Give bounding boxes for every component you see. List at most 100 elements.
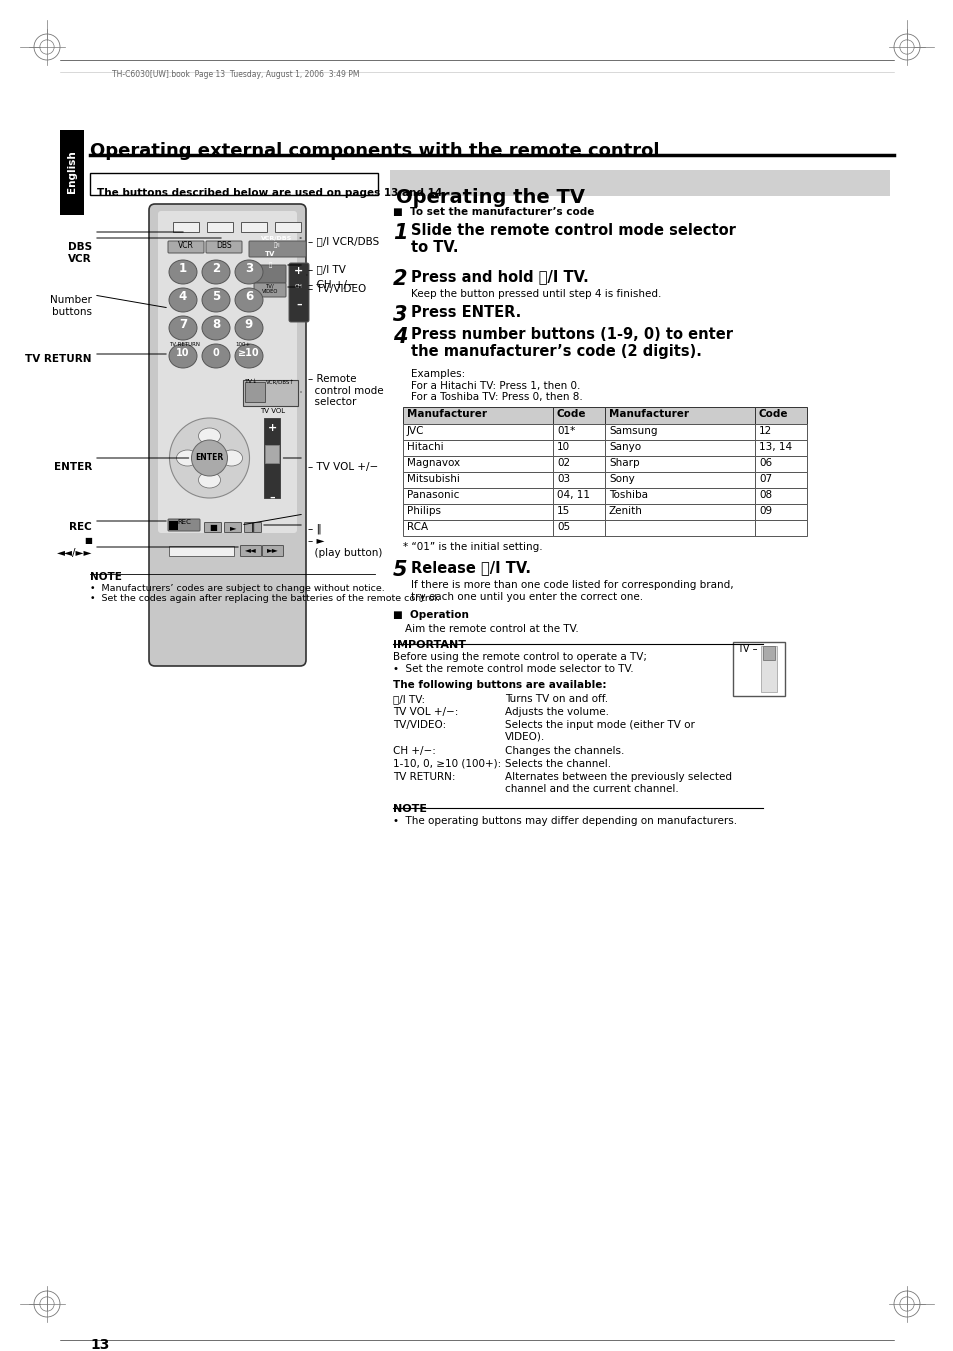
Text: ■  To set the manufacturer’s code: ■ To set the manufacturer’s code <box>393 207 594 218</box>
Text: Philips: Philips <box>407 507 440 516</box>
Text: Operating the TV: Operating the TV <box>395 188 584 207</box>
Ellipse shape <box>234 316 263 340</box>
Bar <box>754 424 806 440</box>
Text: 4: 4 <box>178 290 187 304</box>
Bar <box>754 520 806 536</box>
Text: TV: TV <box>265 251 274 257</box>
Text: 4: 4 <box>393 327 407 347</box>
Text: TV/VIDEO:: TV/VIDEO: <box>393 720 446 730</box>
Text: 15: 15 <box>557 507 570 516</box>
Text: Zenith: Zenith <box>608 507 642 516</box>
FancyBboxPatch shape <box>168 519 200 531</box>
Text: 2: 2 <box>393 269 407 289</box>
Text: VCR/DBS↑: VCR/DBS↑ <box>266 380 294 384</box>
Text: NOTE: NOTE <box>90 571 122 582</box>
Text: The following buttons are available:: The following buttons are available: <box>393 680 606 690</box>
Ellipse shape <box>202 316 230 340</box>
Text: DBS: DBS <box>216 240 232 250</box>
Ellipse shape <box>202 345 230 367</box>
Text: –: – <box>295 300 301 309</box>
Text: Release ⏻/I TV.: Release ⏻/I TV. <box>411 561 531 576</box>
FancyBboxPatch shape <box>289 263 309 322</box>
Ellipse shape <box>202 259 230 284</box>
Bar <box>60 130 84 215</box>
Bar <box>754 457 806 471</box>
FancyBboxPatch shape <box>224 523 241 532</box>
Text: Adjusts the volume.: Adjusts the volume. <box>504 707 608 717</box>
Text: – TV VOL +/−: – TV VOL +/− <box>308 462 377 471</box>
Text: IMPORTANT: IMPORTANT <box>393 640 465 650</box>
Bar <box>604 520 754 536</box>
Bar <box>390 170 889 196</box>
Text: CH: CH <box>294 284 303 289</box>
Text: Slide the remote control mode selector
to TV.: Slide the remote control mode selector t… <box>411 223 735 255</box>
Text: – ‖: – ‖ <box>308 524 321 535</box>
Circle shape <box>192 440 227 476</box>
Text: RCA: RCA <box>407 521 428 532</box>
Text: Before using the remote control to operate a TV;: Before using the remote control to opera… <box>393 653 646 662</box>
Bar <box>169 521 178 530</box>
Text: Aim the remote control at the TV.: Aim the remote control at the TV. <box>405 624 578 634</box>
Bar <box>762 646 774 661</box>
Text: 10: 10 <box>176 349 190 358</box>
Text: Number
buttons: Number buttons <box>51 295 91 316</box>
Text: 5: 5 <box>393 561 407 580</box>
Text: Magnavox: Magnavox <box>407 458 459 467</box>
Text: – ⏻/I VCR/DBS: – ⏻/I VCR/DBS <box>308 236 379 246</box>
Text: 7: 7 <box>179 319 187 331</box>
Bar <box>402 407 553 424</box>
Text: 03: 03 <box>557 474 570 484</box>
Text: Sharp: Sharp <box>608 458 639 467</box>
Bar <box>604 488 754 504</box>
Text: REC: REC <box>70 521 91 532</box>
Text: –: – <box>270 493 275 503</box>
Text: Press and hold ⏻/I TV.: Press and hold ⏻/I TV. <box>411 269 588 284</box>
Ellipse shape <box>234 259 263 284</box>
Text: 3: 3 <box>245 262 253 276</box>
Ellipse shape <box>169 345 196 367</box>
Bar <box>553 504 604 520</box>
Text: •  Set the remote control mode selector to TV.: • Set the remote control mode selector t… <box>393 663 633 674</box>
FancyBboxPatch shape <box>168 240 204 253</box>
Text: •  The operating buttons may differ depending on manufacturers.: • The operating buttons may differ depen… <box>393 816 737 825</box>
Text: ENTER: ENTER <box>195 454 223 462</box>
Bar <box>604 471 754 488</box>
Bar <box>604 440 754 457</box>
Bar <box>402 471 553 488</box>
Text: 07: 07 <box>759 474 771 484</box>
Bar <box>553 424 604 440</box>
Text: ⏻/I: ⏻/I <box>274 242 280 247</box>
Text: +: + <box>268 423 276 434</box>
Text: – CH +/−: – CH +/− <box>308 280 355 290</box>
Text: Operating external components with the remote control: Operating external components with the r… <box>90 142 659 159</box>
Text: 06: 06 <box>759 458 771 467</box>
Bar <box>553 471 604 488</box>
Text: Changes the channels.: Changes the channels. <box>504 746 623 757</box>
Bar <box>553 520 604 536</box>
Text: Code: Code <box>557 409 586 419</box>
Text: 2: 2 <box>212 262 220 276</box>
Ellipse shape <box>169 316 196 340</box>
Text: Sony: Sony <box>608 474 634 484</box>
Text: ⏻: ⏻ <box>268 262 272 267</box>
Text: TV RETURN: TV RETURN <box>169 342 200 347</box>
Text: +: + <box>294 266 303 276</box>
Bar <box>754 488 806 504</box>
Text: 12: 12 <box>759 426 771 436</box>
Text: 1: 1 <box>179 262 187 276</box>
Text: Press ENTER.: Press ENTER. <box>411 305 520 320</box>
Text: Manufacturer: Manufacturer <box>608 409 688 419</box>
Ellipse shape <box>198 471 220 488</box>
Ellipse shape <box>234 288 263 312</box>
Text: JVC: JVC <box>407 426 424 436</box>
Bar <box>604 424 754 440</box>
Ellipse shape <box>220 450 242 466</box>
Text: ■  Operation: ■ Operation <box>393 611 468 620</box>
Bar <box>754 504 806 520</box>
Text: 04, 11: 04, 11 <box>557 490 589 500</box>
Text: Keep the button pressed until step 4 is finished.: Keep the button pressed until step 4 is … <box>411 289 660 299</box>
Text: ◄◄/►►: ◄◄/►► <box>56 549 91 558</box>
Text: 13, 14: 13, 14 <box>759 442 791 453</box>
Text: 0: 0 <box>213 349 219 358</box>
Ellipse shape <box>169 288 196 312</box>
